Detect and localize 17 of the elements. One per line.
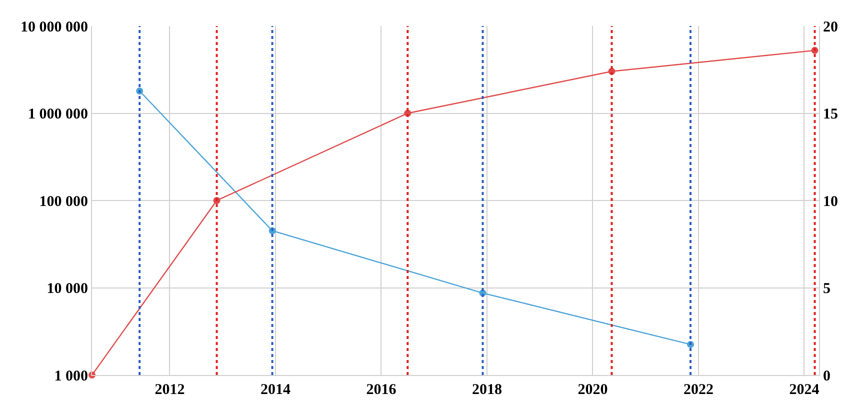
x-tick-label: 2020 bbox=[578, 382, 608, 398]
y-tick-label: 10 000 bbox=[46, 281, 88, 297]
y-tick-label: 1 000 bbox=[54, 368, 88, 384]
x-tick-label: 2016 bbox=[366, 382, 397, 398]
x-tick-label: 2022 bbox=[683, 382, 714, 398]
x-tick-label: 2014 bbox=[260, 382, 291, 398]
x-tick-label: 2024 bbox=[789, 382, 820, 398]
x-tick-label: 2018 bbox=[472, 382, 502, 398]
y2-tick-label: 20 bbox=[823, 19, 838, 36]
x-tick-label: 2012 bbox=[154, 382, 185, 398]
y-tick-label: 100 000 bbox=[39, 194, 88, 210]
y2-tick-label: 10 bbox=[823, 194, 838, 210]
y-tick-label: 1 000 000 bbox=[28, 106, 88, 122]
y2-tick-label: 15 bbox=[823, 106, 838, 122]
y-tick-label: 10 000 000 bbox=[20, 19, 88, 36]
y2-tick-label: 5 bbox=[823, 281, 830, 297]
y2-tick-label: 0 bbox=[823, 368, 830, 384]
